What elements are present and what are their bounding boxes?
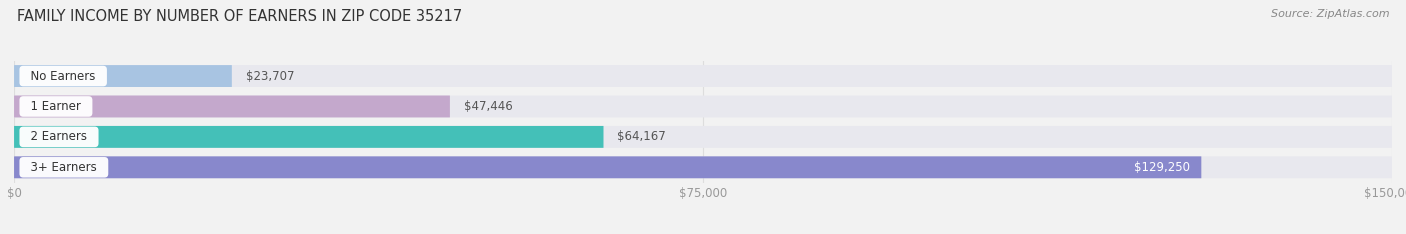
Text: 2 Earners: 2 Earners [24, 130, 94, 143]
FancyBboxPatch shape [14, 126, 603, 148]
FancyBboxPatch shape [14, 156, 1201, 178]
Text: Source: ZipAtlas.com: Source: ZipAtlas.com [1271, 9, 1389, 19]
Text: $129,250: $129,250 [1135, 161, 1191, 174]
Text: $47,446: $47,446 [464, 100, 512, 113]
Text: No Earners: No Earners [24, 69, 103, 83]
FancyBboxPatch shape [14, 65, 232, 87]
FancyBboxPatch shape [14, 156, 1392, 178]
Text: FAMILY INCOME BY NUMBER OF EARNERS IN ZIP CODE 35217: FAMILY INCOME BY NUMBER OF EARNERS IN ZI… [17, 9, 463, 24]
FancyBboxPatch shape [14, 65, 1392, 87]
Text: $64,167: $64,167 [617, 130, 666, 143]
Text: $23,707: $23,707 [246, 69, 294, 83]
FancyBboxPatch shape [14, 95, 1392, 117]
FancyBboxPatch shape [14, 126, 1392, 148]
Text: 1 Earner: 1 Earner [24, 100, 89, 113]
FancyBboxPatch shape [14, 95, 450, 117]
Text: 3+ Earners: 3+ Earners [24, 161, 104, 174]
